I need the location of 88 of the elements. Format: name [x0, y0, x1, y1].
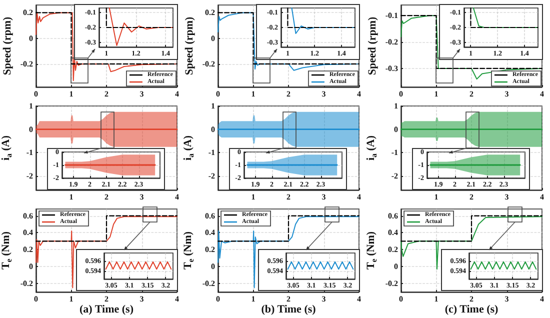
y-axis-title: Te (Nm): [0, 231, 14, 270]
y-tick-label: 0: [394, 124, 398, 134]
x-tick-label: 3: [322, 294, 326, 304]
y-axis-title: Speed (rpm): [2, 16, 14, 76]
y-tick-label: 0: [29, 34, 33, 43]
y-axis-title: Speed (rpm): [366, 16, 378, 76]
y-axis-title: Speed (rpm): [184, 16, 196, 76]
x-tick-label: 3: [140, 192, 144, 202]
x-tick-label: 2: [286, 192, 290, 202]
x-axis-title: (b) Time (s): [261, 304, 316, 316]
y-tick-label: -0.3: [385, 64, 398, 73]
x-tick-label: 2: [104, 192, 108, 202]
line-series: [400, 216, 542, 270]
x-tick-label: 3: [504, 294, 509, 304]
x-tick-label: 4: [357, 192, 361, 202]
y-tick-label: 1: [394, 102, 398, 110]
y-tick-label: 0: [211, 34, 215, 43]
x-tick-label: 1: [434, 90, 438, 98]
x-tick-label: 2: [104, 90, 108, 98]
y-tick-label: 0.2: [388, 245, 398, 254]
x-tick-label: 1: [251, 90, 256, 98]
y-axis-title: Te (Nm): [365, 231, 378, 270]
x-tick-label: 4: [540, 90, 544, 98]
x-tick-label: 1: [69, 294, 74, 304]
y-tick-label: 0: [29, 262, 33, 272]
y-axis-title: Te (Nm): [182, 231, 196, 270]
y-tick-label: -2: [391, 172, 398, 180]
y-tick-label: -1: [391, 148, 398, 158]
y-tick-label: 0.2: [205, 8, 215, 18]
y-tick-label: -2: [26, 172, 33, 180]
x-tick-label: 4: [175, 294, 179, 304]
x-tick-label: 3: [504, 90, 509, 98]
y-tick-label: -0.2: [20, 279, 33, 288]
y-tick-label: -0.2: [202, 59, 215, 68]
y-tick-label: 1: [29, 102, 33, 110]
x-tick-label: 4: [175, 192, 179, 202]
x-tick-label: 2: [470, 90, 474, 98]
y-tick-label: 0.4: [388, 228, 398, 238]
x-tick-label: 2: [286, 90, 290, 98]
x-tick-label: 3: [322, 192, 326, 202]
line-series: [36, 216, 178, 288]
y-tick-label: 0: [394, 262, 398, 272]
y-tick-label: 0.4: [205, 228, 215, 238]
x-tick-label: 1: [69, 192, 74, 202]
x-tick-label: 1: [434, 294, 438, 304]
y-tick-label: 0.6: [205, 211, 215, 220]
y-axis-title: ia (A): [182, 135, 196, 161]
x-tick-label: 1: [69, 90, 74, 98]
y-tick-label: -0.2: [202, 279, 215, 288]
x-tick-label: 3: [504, 192, 509, 202]
y-tick-label: 0.6: [388, 211, 398, 220]
y-tick-label: -0.2: [385, 279, 398, 288]
x-tick-label: 4: [175, 90, 179, 98]
y-tick-label: 0.6: [23, 211, 33, 220]
line-series: [218, 216, 360, 288]
y-tick-label: 1: [211, 102, 215, 110]
x-tick-label: 1: [251, 192, 256, 202]
x-tick-label: 3: [140, 90, 144, 98]
y-tick-label: -0.2: [20, 59, 33, 68]
x-tick-label: 3: [140, 294, 144, 304]
x-tick-label: 1: [251, 294, 256, 304]
y-axis-title: ia (A): [0, 135, 14, 161]
y-tick-label: 0: [29, 124, 33, 134]
y-tick-label: 0.2: [23, 245, 33, 254]
x-axis-title: (a) Time (s): [80, 304, 134, 316]
line-series: [108, 8, 174, 46]
y-tick-label: 0: [211, 262, 215, 272]
x-tick-label: 2: [104, 294, 108, 304]
x-axis-title: (c) Time (s): [444, 304, 499, 316]
y-tick-label: 0.4: [23, 228, 33, 238]
y-tick-label: -1: [208, 148, 215, 158]
x-tick-label: 2: [286, 294, 290, 304]
y-tick-label: -1: [26, 148, 33, 158]
x-tick-label: 3: [322, 90, 326, 98]
x-tick-label: 2: [470, 192, 474, 202]
y-tick-label: 0: [211, 124, 215, 134]
x-tick-label: 4: [540, 294, 544, 304]
y-tick-label: -2: [208, 172, 215, 180]
x-tick-label: 2: [470, 294, 474, 304]
y-tick-label: -0.2: [385, 38, 398, 47]
y-tick-label: 0.2: [205, 245, 215, 254]
x-tick-label: 4: [357, 90, 361, 98]
y-tick-label: -0.1: [385, 11, 398, 20]
y-tick-label: 0.2: [23, 8, 33, 18]
x-tick-label: 1: [434, 192, 438, 202]
x-tick-label: 4: [357, 294, 361, 304]
y-axis-title: ia (A): [365, 135, 378, 161]
x-tick-label: 4: [540, 192, 544, 202]
